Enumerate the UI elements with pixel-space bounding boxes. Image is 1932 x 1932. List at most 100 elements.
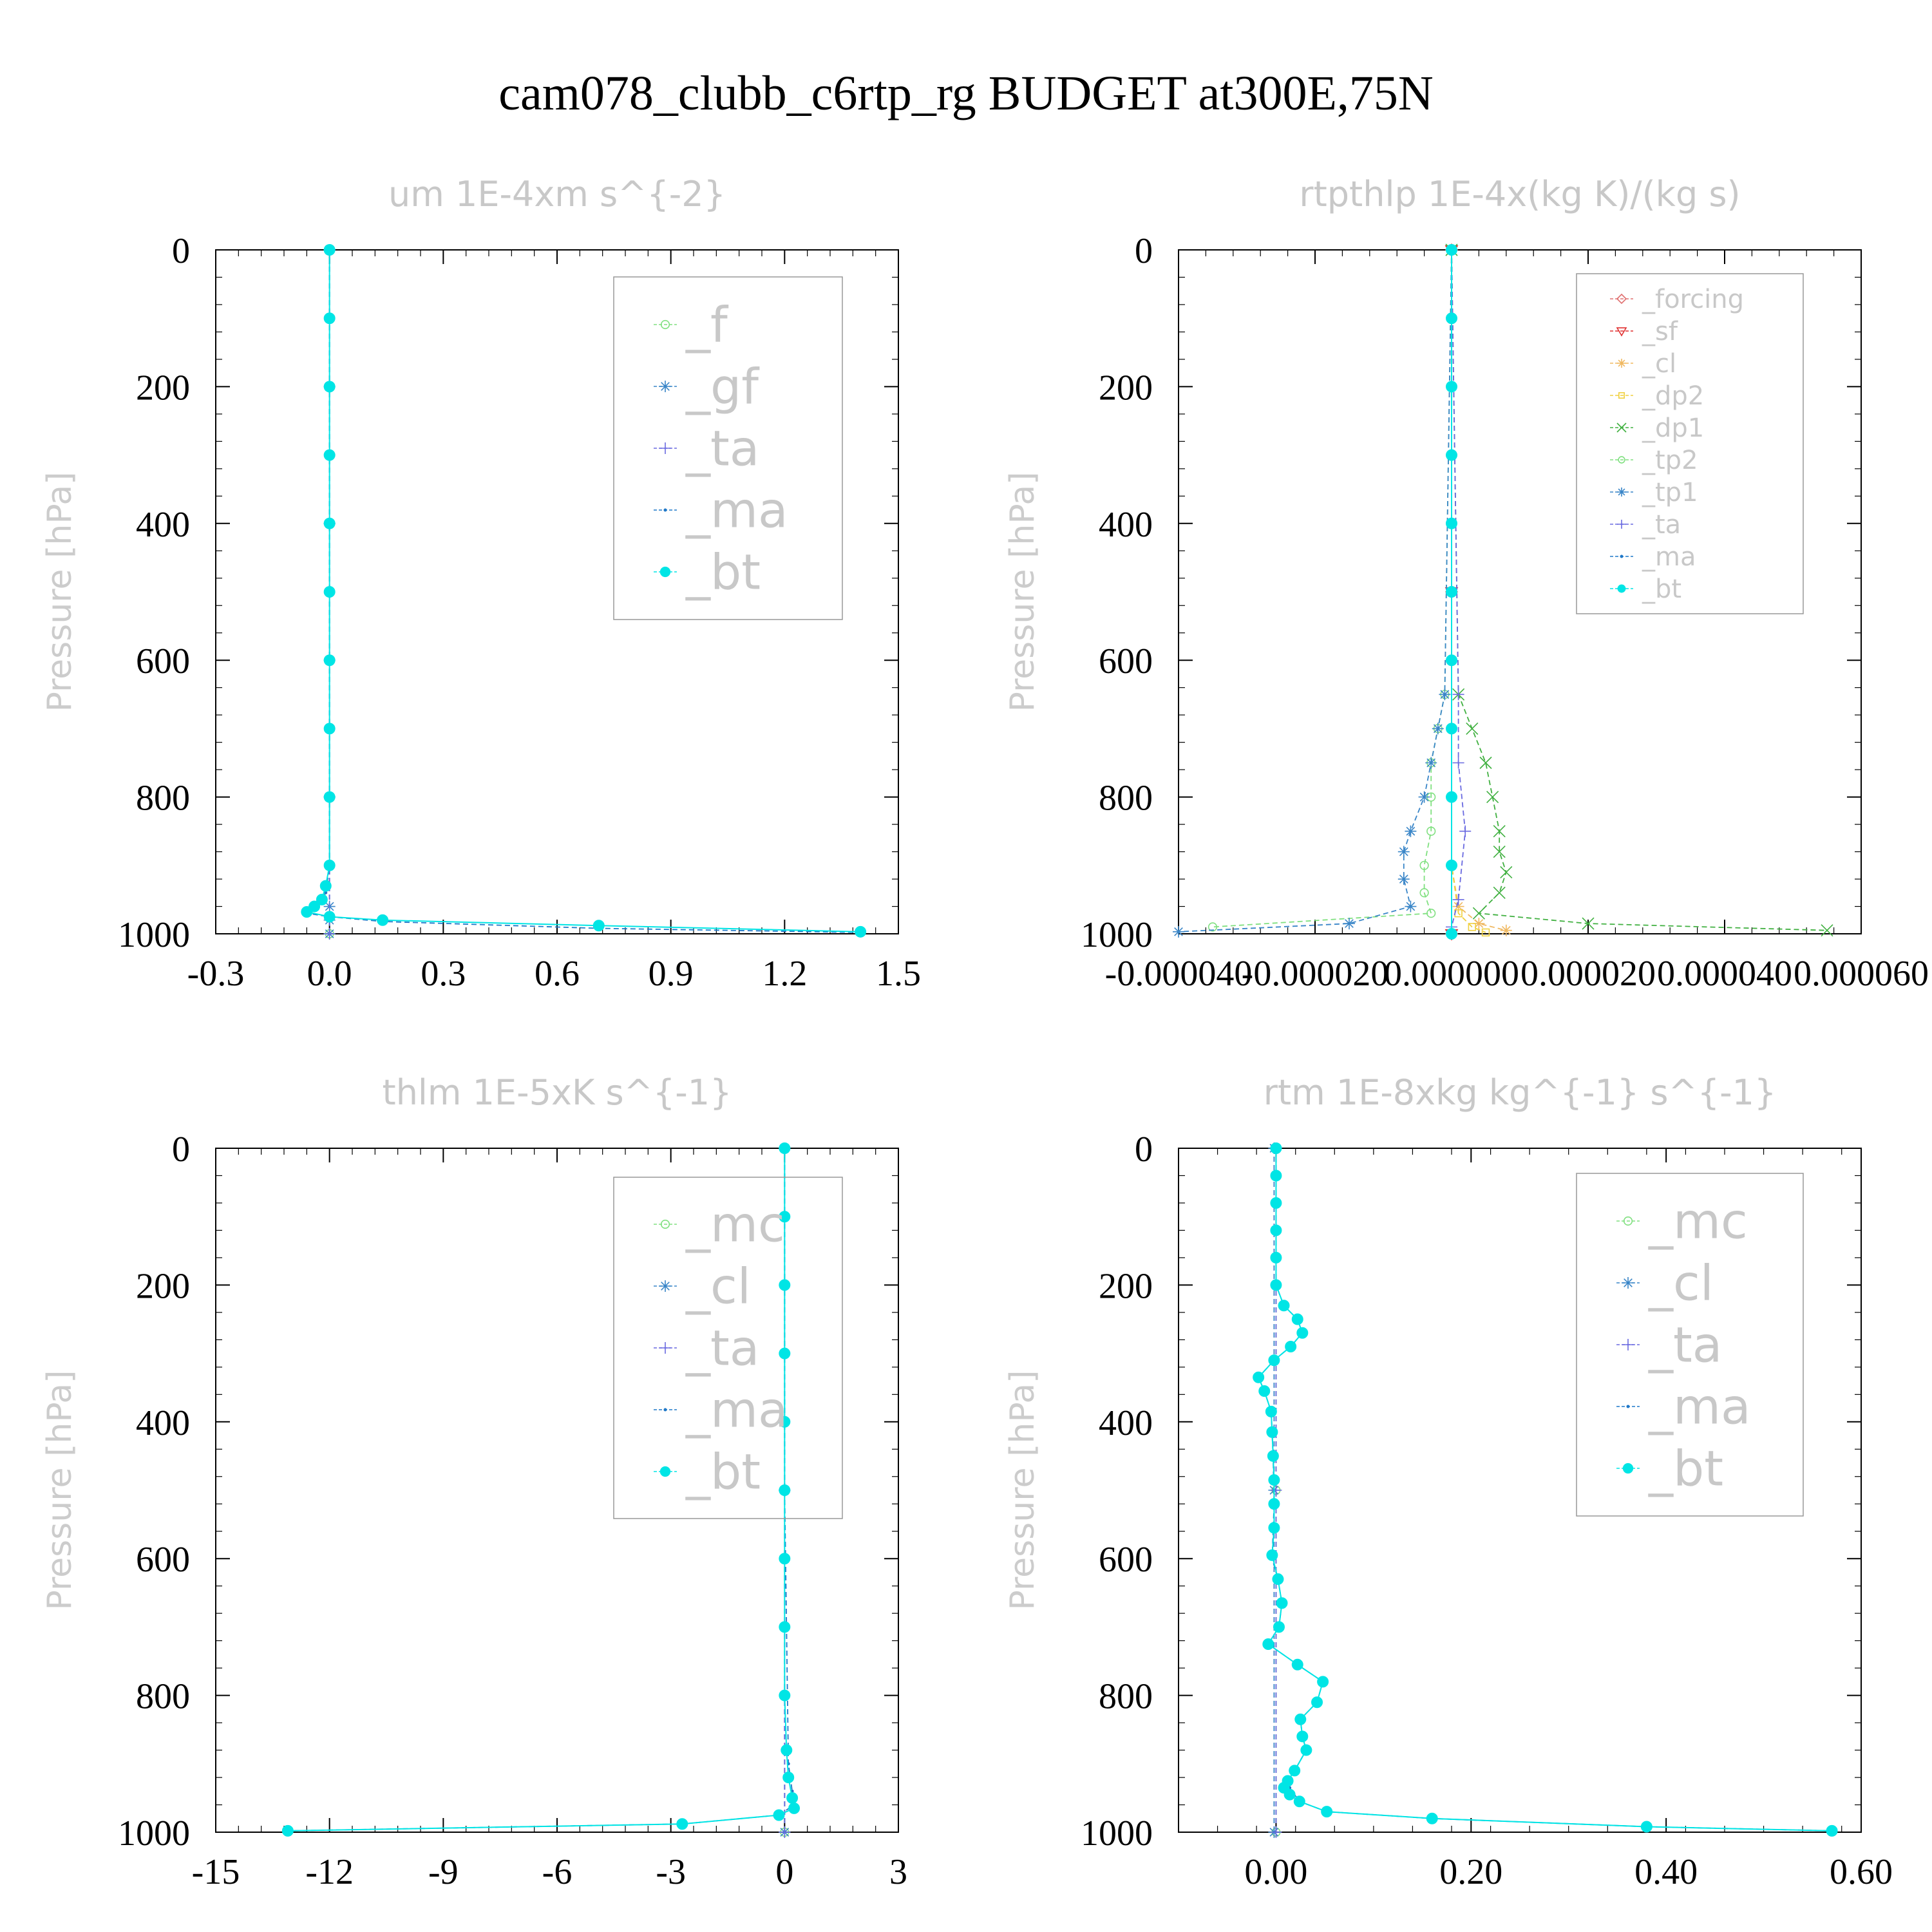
- data-point_bt: [323, 911, 336, 923]
- y-tick-label: 600: [1099, 641, 1153, 681]
- data-point_bt: [1446, 791, 1457, 803]
- panel-4: rtm 1E-8xkg kg^{-1} s^{-1} Pressure [hPa]…: [1003, 1072, 1893, 1892]
- y-tick-label: 600: [136, 641, 190, 681]
- x-tick-label: -0.3: [187, 954, 245, 994]
- y-axis-label: Pressure [hPa]: [41, 472, 79, 712]
- panels: um 1E-4xm s^{-2} Pressure [hPa] 0 200 400 600…: [41, 174, 1929, 1892]
- data-point_tp1: [1397, 846, 1410, 858]
- data-point_ta: [779, 1826, 791, 1838]
- data-point_bt: [1268, 1498, 1280, 1510]
- legend-marker_mc: [660, 1219, 670, 1229]
- data-point_bt: [1270, 1279, 1282, 1291]
- legend-marker_bt: [659, 566, 671, 578]
- data-point_bt: [1283, 1788, 1296, 1801]
- data-point_bt: [1273, 1621, 1285, 1633]
- y-tick-label: 600: [136, 1540, 190, 1580]
- data-point_bt: [788, 1802, 800, 1814]
- data-point_bt: [377, 914, 389, 926]
- legend-marker_dp1: [1616, 422, 1627, 433]
- y-tick-label: 0: [172, 1130, 190, 1170]
- data-point_bt: [1276, 1597, 1288, 1609]
- x-tick-label: 0.20: [1439, 1852, 1502, 1892]
- legend-marker_bt: [1622, 1463, 1634, 1474]
- data-point_bt: [779, 1142, 791, 1154]
- legend-label: _bt: [1642, 574, 1681, 604]
- y-tick-label: 0: [1135, 1130, 1153, 1170]
- panel-1: um 1E-4xm s^{-2} Pressure [hPa] 0 200 400 600…: [41, 174, 921, 994]
- data-point_bt: [323, 517, 336, 529]
- panel-2: rtpthlp 1E-4x(kg K)/(kg s) Pressure [hPa]…: [1003, 174, 1929, 994]
- data-point_bt: [779, 1347, 791, 1359]
- legend-label: _gf: [685, 358, 760, 415]
- data-point_tp1: [1397, 873, 1410, 886]
- data-point_cl: [1500, 924, 1512, 936]
- data-point_dp2: [1481, 928, 1490, 937]
- data-point_bt: [1285, 1340, 1297, 1352]
- x-tick-label: 0.0: [307, 954, 352, 994]
- data-point_bt: [323, 312, 336, 325]
- legend-label: _ta: [685, 1320, 759, 1377]
- series_bt: [1446, 244, 1457, 940]
- legend: _f_gf_ta_ma_bt: [613, 276, 843, 620]
- data-point_bt: [1446, 381, 1457, 393]
- data-point_dp1: [1500, 866, 1513, 878]
- data-point_bt: [1262, 1638, 1274, 1650]
- data-point_tp2: [1419, 860, 1429, 870]
- legend-marker_ma: [1626, 1405, 1630, 1408]
- legend-marker_tp1: [1617, 488, 1626, 497]
- x-tick-label: -12: [305, 1852, 354, 1892]
- plot-frame: [215, 1148, 899, 1833]
- legend-label: _ma: [685, 482, 788, 539]
- series-line_ma: [305, 250, 861, 933]
- legend-marker_ma: [663, 1408, 667, 1412]
- legend-label: _ta: [1648, 1316, 1722, 1374]
- data-point_bt: [1446, 928, 1457, 940]
- data-point_bt: [1270, 1224, 1282, 1236]
- figure-title: cam078_clubb_c6rtp_rg BUDGET at300E,75N: [498, 66, 1434, 120]
- data-point_bt: [1268, 1474, 1280, 1486]
- legend-label: _tp1: [1642, 478, 1698, 507]
- y-tick-label: 400: [136, 1403, 190, 1443]
- data-point_dp1: [1493, 845, 1506, 858]
- legend-label: _ma: [1642, 542, 1696, 572]
- data-point_bt: [1291, 1658, 1303, 1671]
- y-tick-label: 200: [1099, 1266, 1153, 1306]
- data-point_bt: [779, 1484, 791, 1496]
- data-point_cl: [1473, 918, 1485, 930]
- legend-label: _f: [685, 296, 729, 354]
- data-point_cl: [1452, 900, 1464, 913]
- y-tick-label: 1000: [118, 1814, 190, 1853]
- data-point_ma: [324, 891, 328, 895]
- y-tick-label: 400: [1099, 505, 1153, 545]
- legend: _mc_cl_ta_ma_bt: [613, 1177, 843, 1519]
- series-line_ta: [1451, 249, 1466, 927]
- data-point_bt: [1446, 517, 1457, 529]
- data-point_bt: [1294, 1713, 1307, 1725]
- legend-label: _ta: [1642, 510, 1681, 540]
- data-point_bt: [1270, 1142, 1282, 1154]
- data-point_bt: [323, 791, 336, 803]
- plot-frame: [215, 249, 899, 934]
- legend-marker_ta: [1622, 1339, 1634, 1350]
- legend-label: _sf: [1642, 317, 1678, 346]
- data-point_bt: [1826, 1824, 1838, 1837]
- legend-marker_cl: [659, 1280, 671, 1292]
- data-point_tp1: [1405, 900, 1417, 913]
- data-point_bt: [782, 1772, 795, 1784]
- data-point_bt: [779, 1279, 791, 1291]
- x-tick-label: 0: [775, 1852, 793, 1892]
- series-line_dp1: [1451, 249, 1828, 931]
- legend-marker_gf: [659, 381, 671, 392]
- data-point_bt: [281, 1824, 294, 1837]
- series_bt: [281, 1142, 800, 1837]
- x-tick-label: 0.000040: [1657, 954, 1792, 994]
- x-tick-label: -9: [428, 1852, 459, 1892]
- data-point_dp1: [1821, 924, 1833, 937]
- data-point_bt: [1270, 1251, 1282, 1264]
- y-tick-label: 400: [1099, 1403, 1153, 1443]
- data-point_bt: [316, 893, 328, 905]
- data-point_bt: [1291, 1313, 1303, 1325]
- legend-box: [1576, 1173, 1804, 1517]
- legend-label: _ma: [685, 1381, 788, 1439]
- data-point_bt: [1272, 1573, 1284, 1586]
